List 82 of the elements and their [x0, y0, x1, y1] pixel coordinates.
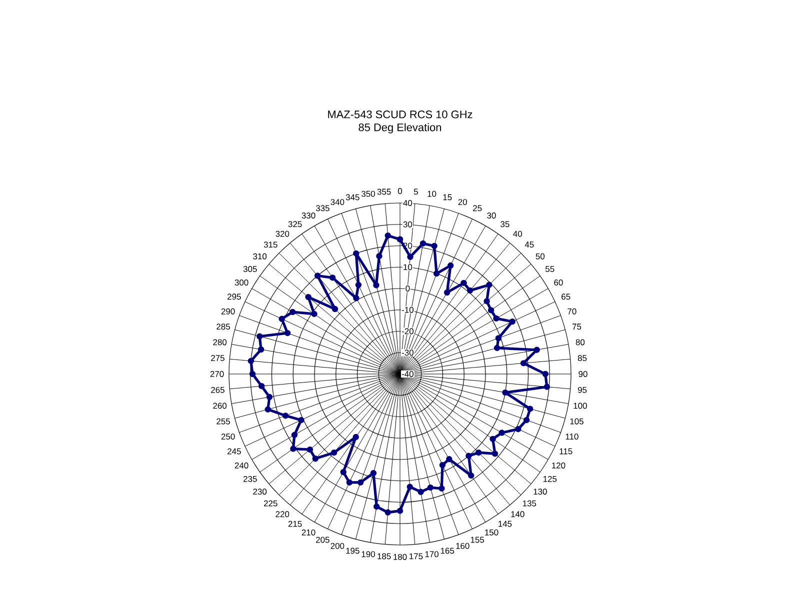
- spoke-label: 350: [361, 190, 375, 197]
- spoke-label: 130: [534, 488, 547, 495]
- y-tick-label: -30: [402, 350, 414, 356]
- spoke-label: 135: [522, 500, 536, 506]
- spoke-label: 215: [288, 520, 302, 527]
- spoke-label: 200: [330, 542, 344, 549]
- spoke-label: 165: [440, 548, 454, 554]
- y-tick-label: -20: [402, 328, 414, 334]
- spoke-label: 55: [546, 266, 554, 272]
- spoke-label: 210: [302, 529, 316, 536]
- spoke-label: 195: [346, 548, 360, 554]
- spoke-label: 225: [264, 500, 278, 506]
- spoke-label: 145: [498, 520, 512, 527]
- spoke-label: 110: [566, 434, 578, 440]
- y-tick-label: 40: [403, 200, 412, 206]
- spoke-label: 20: [458, 199, 467, 206]
- spoke-label: 230: [253, 488, 267, 495]
- spoke-label: 160: [456, 542, 470, 549]
- spoke-label: 300: [234, 280, 248, 286]
- y-tick-label: 10: [404, 264, 412, 270]
- spoke-label: 235: [243, 476, 257, 482]
- y-tick-label: -10: [402, 306, 414, 313]
- spoke-label: 220: [276, 511, 290, 518]
- spoke-label: 95: [578, 386, 587, 393]
- spoke-label: 70: [568, 308, 576, 314]
- spoke-label: 50: [536, 253, 545, 260]
- spoke-label: 45: [524, 242, 534, 248]
- spoke-label: 315: [264, 242, 278, 248]
- spoke-label: 270: [210, 371, 224, 377]
- spoke-label: 150: [485, 529, 498, 536]
- spoke-label: 345: [346, 194, 360, 200]
- spoke-label: 90: [578, 371, 588, 377]
- spoke-label: 175: [410, 553, 423, 560]
- spoke-label: 125: [543, 476, 557, 482]
- y-tick-label: 0: [406, 286, 410, 292]
- spoke-label: 335: [316, 205, 330, 212]
- spoke-label: 85: [578, 355, 587, 362]
- spoke-label: 260: [213, 402, 227, 409]
- spoke-label: 290: [221, 308, 235, 314]
- spoke-label: 140: [511, 511, 524, 518]
- spoke-label: 185: [378, 553, 391, 560]
- spoke-label: 120: [552, 462, 566, 468]
- spoke-label: 180: [394, 554, 407, 560]
- spoke-label: 10: [428, 190, 436, 197]
- spoke-label: 250: [221, 434, 235, 440]
- spoke-label: 35: [500, 221, 510, 228]
- y-tick-label: -40: [402, 371, 414, 377]
- spoke-label: 330: [302, 212, 316, 219]
- spoke-label: 100: [574, 402, 587, 409]
- spoke-label: 275: [211, 355, 224, 362]
- spoke-label: 310: [253, 253, 267, 260]
- chart-title: MAZ-543 SCUD RCS 10 GHz: [328, 110, 472, 118]
- spoke-label: 190: [362, 551, 375, 558]
- spoke-label: 105: [570, 418, 584, 424]
- spoke-label: 280: [213, 339, 227, 346]
- spoke-label: 25: [473, 205, 482, 212]
- y-tick-label: 30: [403, 221, 412, 228]
- chart-subtitle: 85 Deg Elevation: [358, 123, 441, 134]
- spoke-label: 325: [288, 221, 302, 228]
- spoke-label: 65: [562, 294, 570, 300]
- spoke-label: 0: [398, 188, 402, 194]
- spoke-label: 320: [276, 230, 290, 237]
- spoke-label: 40: [513, 230, 522, 237]
- spoke-label: 155: [470, 536, 484, 543]
- spoke-label: 15: [443, 194, 452, 200]
- spoke-label: 265: [211, 386, 224, 393]
- spoke-label: 170: [425, 551, 439, 558]
- spoke-label: 80: [576, 339, 585, 346]
- spoke-label: 60: [554, 280, 563, 286]
- spoke-label: 30: [487, 212, 496, 219]
- spoke-label: 75: [572, 324, 582, 330]
- spoke-label: 240: [234, 462, 248, 468]
- spoke-label: 115: [560, 448, 572, 454]
- spoke-label: 5: [414, 188, 418, 195]
- spoke-label: 305: [243, 266, 257, 272]
- spoke-label: 295: [228, 294, 241, 300]
- spoke-label: 340: [330, 199, 344, 206]
- spoke-label: 205: [316, 536, 330, 543]
- spoke-label: 355: [377, 188, 391, 195]
- spoke-label: 255: [216, 418, 230, 424]
- spoke-label: 285: [216, 324, 230, 330]
- spoke-label: 245: [228, 448, 241, 454]
